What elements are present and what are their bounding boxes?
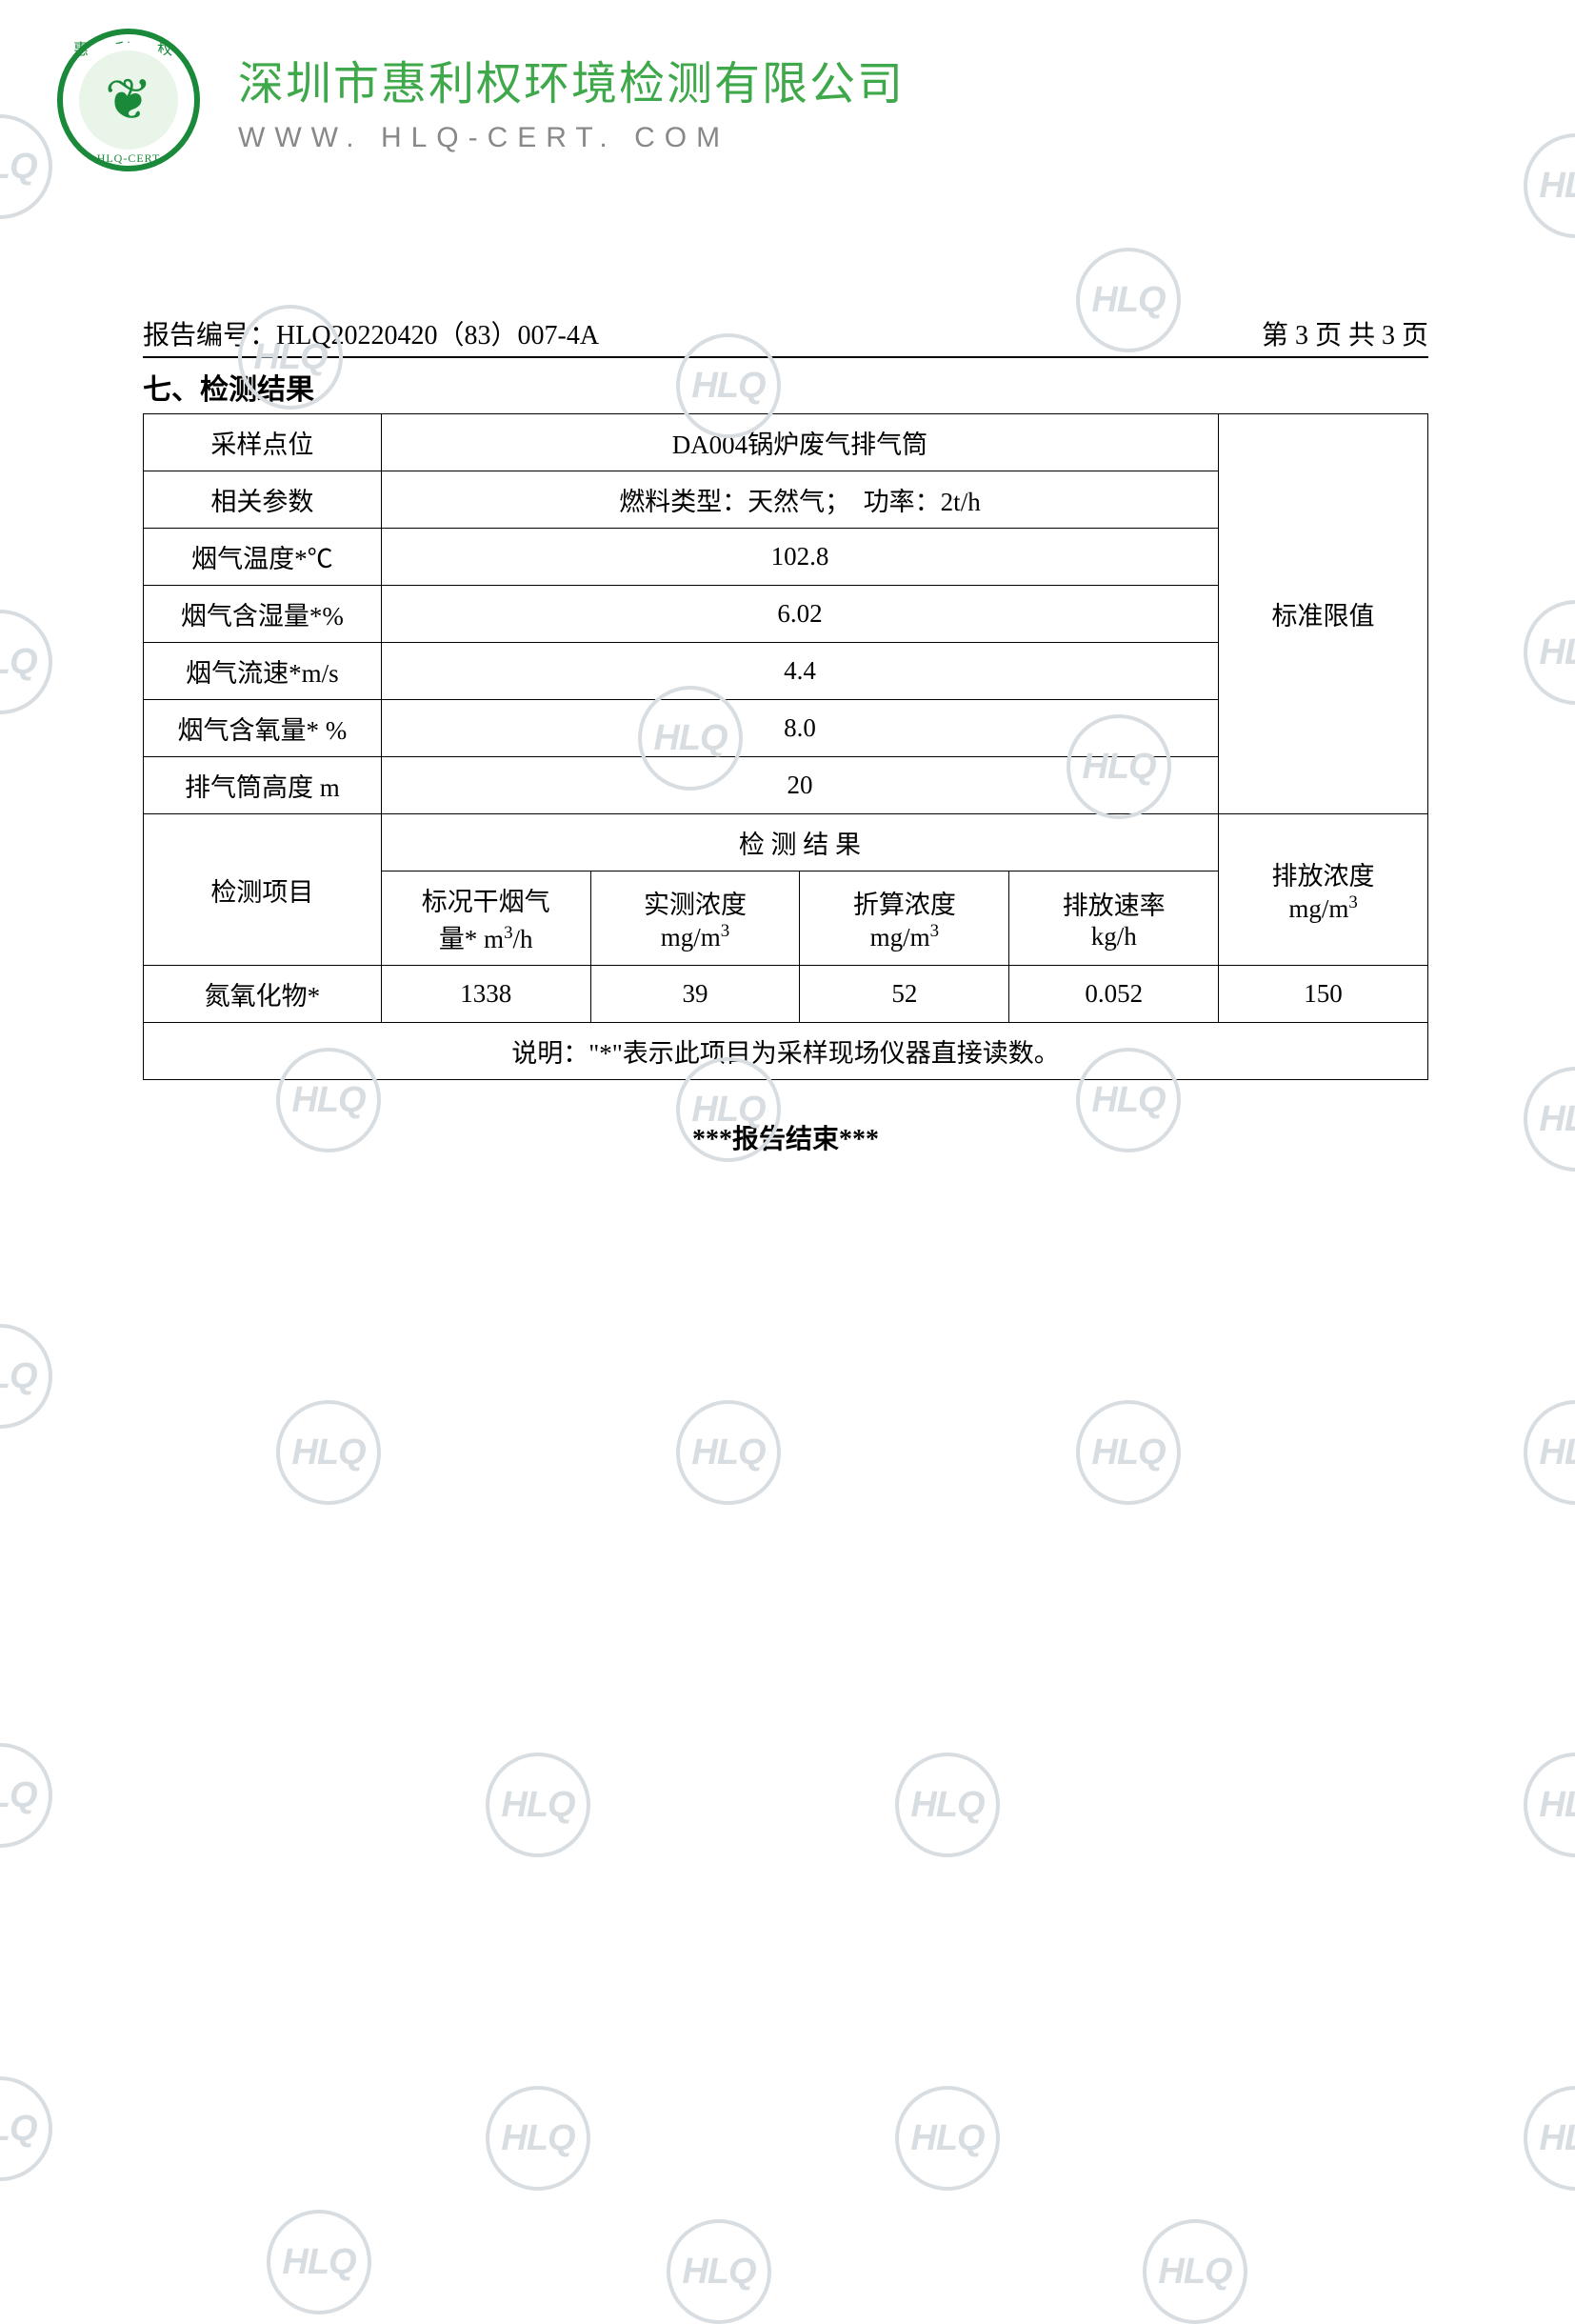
param-value: 6.02 bbox=[381, 586, 1218, 643]
watermark: HLQ bbox=[1524, 1067, 1575, 1172]
watermark: HLQ bbox=[0, 2076, 52, 2181]
param-label: 采样点位 bbox=[144, 414, 382, 471]
col-header: 标况干烟气量* m3/h bbox=[381, 872, 590, 966]
param-label: 烟气含湿量*% bbox=[144, 586, 382, 643]
watermark: HLQ bbox=[895, 1753, 1000, 1857]
param-value: 8.0 bbox=[381, 700, 1218, 757]
param-value: 燃料类型：天然气； 功率：2t/h bbox=[381, 471, 1218, 529]
watermark: HLQ bbox=[0, 114, 52, 219]
watermark: HLQ bbox=[1524, 2086, 1575, 2191]
param-value: 4.4 bbox=[381, 643, 1218, 700]
watermark: HLQ bbox=[1076, 1400, 1181, 1505]
data-cell: 氮氧化物* bbox=[144, 966, 382, 1023]
report-number: 报告编号：HLQ20220420（83）007-4A bbox=[143, 314, 599, 352]
param-value: 20 bbox=[381, 757, 1218, 814]
col-header: 排放浓度mg/m3 bbox=[1219, 814, 1428, 966]
param-value: 102.8 bbox=[381, 529, 1218, 586]
watermark: HLQ bbox=[1524, 600, 1575, 705]
watermark: HLQ bbox=[486, 1753, 590, 1857]
results-table: 采样点位DA004锅炉废气排气筒标准限值相关参数燃料类型：天然气； 功率：2t/… bbox=[143, 413, 1428, 1080]
leaf-icon: ❦ bbox=[105, 67, 152, 133]
watermark: HLQ bbox=[1524, 1400, 1575, 1505]
report-number-line: 报告编号：HLQ20220420（83）007-4A 第 3 页 共 3 页 bbox=[143, 314, 1428, 358]
company-name: 深圳市惠利权环境检测有限公司 bbox=[238, 46, 905, 112]
page-header: 惠 利 权 ❦ HLQ-CERT 深圳市惠利权环境检测有限公司 WWW. HLQ… bbox=[57, 29, 1518, 171]
company-url: WWW. HLQ-CERT. COM bbox=[238, 122, 905, 154]
data-cell: 39 bbox=[590, 966, 800, 1023]
col-header: 折算浓度mg/m3 bbox=[800, 872, 1009, 966]
watermark: HLQ bbox=[1524, 1753, 1575, 1857]
param-label: 相关参数 bbox=[144, 471, 382, 529]
watermark: HLQ bbox=[667, 2219, 771, 2324]
note-row: 说明："*"表示此项目为采样现场仪器直接读数。 bbox=[144, 1023, 1428, 1080]
logo-bottom-text: HLQ-CERT bbox=[57, 151, 200, 166]
report-end: ***报告结束*** bbox=[143, 1118, 1428, 1156]
param-label: 排气筒高度 m bbox=[144, 757, 382, 814]
data-cell: 1338 bbox=[381, 966, 590, 1023]
watermark: HLQ bbox=[1524, 133, 1575, 238]
result-group-header: 检 测 结 果 bbox=[381, 814, 1218, 872]
report-content: 报告编号：HLQ20220420（83）007-4A 第 3 页 共 3 页 七… bbox=[143, 314, 1428, 1156]
table-note: 说明："*"表示此项目为采样现场仪器直接读数。 bbox=[144, 1023, 1428, 1080]
company-logo: 惠 利 权 ❦ HLQ-CERT bbox=[57, 29, 200, 171]
param-row: 采样点位DA004锅炉废气排气筒标准限值 bbox=[144, 414, 1428, 471]
watermark: HLQ bbox=[0, 610, 52, 714]
watermark: HLQ bbox=[0, 1324, 52, 1429]
item-header: 检测项目 bbox=[144, 814, 382, 966]
section-title: 七、检测结果 bbox=[143, 366, 1428, 408]
data-cell: 0.052 bbox=[1009, 966, 1219, 1023]
data-cell: 52 bbox=[800, 966, 1009, 1023]
watermark: HLQ bbox=[267, 2210, 371, 2314]
watermark: HLQ bbox=[276, 1400, 381, 1505]
std-limit-header: 标准限值 bbox=[1219, 414, 1428, 814]
param-label: 烟气含氧量* % bbox=[144, 700, 382, 757]
watermark: HLQ bbox=[676, 1400, 781, 1505]
watermark: HLQ bbox=[486, 2086, 590, 2191]
col-header: 排放速率kg/h bbox=[1009, 872, 1219, 966]
page-indicator: 第 3 页 共 3 页 bbox=[1262, 314, 1428, 352]
result-header-row: 检测项目检 测 结 果排放浓度mg/m3 bbox=[144, 814, 1428, 872]
data-row: 氮氧化物*133839520.052150 bbox=[144, 966, 1428, 1023]
data-cell: 150 bbox=[1219, 966, 1428, 1023]
param-value: DA004锅炉废气排气筒 bbox=[381, 414, 1218, 471]
col-header: 实测浓度mg/m3 bbox=[590, 872, 800, 966]
watermark: HLQ bbox=[0, 1743, 52, 1848]
param-label: 烟气温度*℃ bbox=[144, 529, 382, 586]
param-label: 烟气流速*m/s bbox=[144, 643, 382, 700]
watermark: HLQ bbox=[1143, 2219, 1247, 2324]
watermark: HLQ bbox=[895, 2086, 1000, 2191]
